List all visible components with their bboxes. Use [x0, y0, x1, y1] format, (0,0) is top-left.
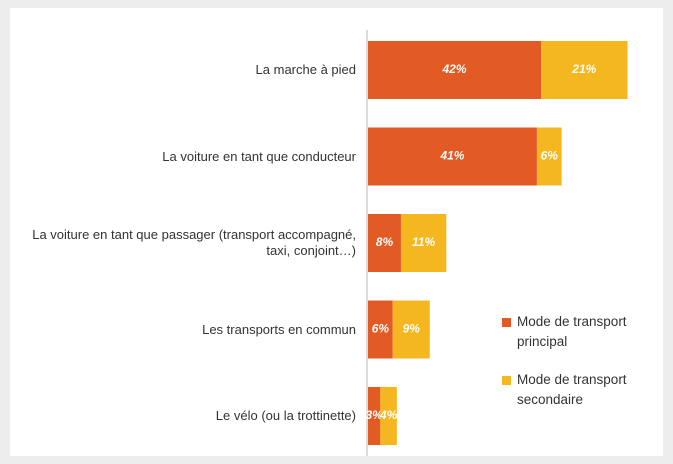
- value-label: 9%: [403, 322, 421, 336]
- value-label: 6%: [372, 322, 390, 336]
- bar-segment: [541, 41, 628, 99]
- chart: 42% 21% 41% 6% 8% 11% 6% 9% 3%4%: [366, 30, 628, 456]
- value-label: 8%: [376, 235, 394, 249]
- bar-segment: [368, 387, 381, 445]
- category-label: Les transports en commun: [202, 321, 356, 337]
- value-label: 42%: [442, 62, 467, 76]
- bar-segment: [368, 214, 401, 272]
- value-label: 4%: [379, 408, 398, 422]
- legend-label: Mode de transport secondaire: [517, 372, 627, 407]
- legend-swatch: [502, 318, 511, 327]
- value-label: 3%: [366, 408, 384, 422]
- bar-segment: [368, 41, 542, 99]
- chart-panel: 42% 21% 41% 6% 8% 11% 6% 9% 3% 4% La marche à pie…: [10, 8, 663, 456]
- bar-segment: [368, 300, 393, 359]
- bar-segment: [368, 127, 537, 186]
- bar-segment: [392, 300, 430, 359]
- category-label: La voiture en tant que passager (transpo…: [32, 227, 356, 258]
- value-label: 6%: [541, 149, 559, 163]
- category-label: La marche à pied: [255, 62, 356, 77]
- category-label: Le vélo (ou la trottinette): [215, 408, 356, 423]
- value-label: 11%: [412, 235, 435, 249]
- value-label: 21%: [571, 62, 596, 76]
- legend-label: Mode de transport principal: [517, 314, 627, 349]
- bar-segment: [400, 214, 447, 272]
- bar-segment: [380, 387, 397, 445]
- bar-segment: [536, 127, 562, 186]
- value-label: 41%: [439, 149, 464, 163]
- category-label: La voiture en tant que conducteur: [162, 148, 356, 164]
- legend-swatch: [502, 376, 511, 385]
